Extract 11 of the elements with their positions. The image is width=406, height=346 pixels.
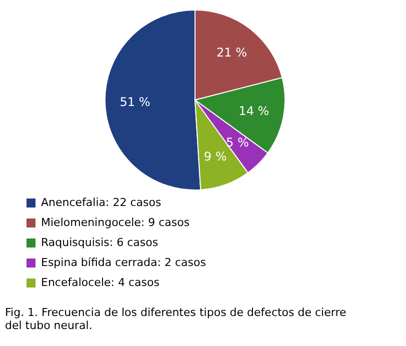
legend-label: Espina bífida cerrada: 2 casos [41, 256, 206, 269]
data-label: 14 % [238, 104, 270, 118]
legend-label: Mielomeningocele: 9 casos [41, 216, 190, 229]
legend-label: Anencefalia: 22 casos [41, 196, 162, 209]
data-label: 21 % [216, 46, 248, 60]
legend-label: Encefalocele: 4 casos [41, 276, 160, 289]
data-label: 51 % [120, 94, 150, 109]
data-label: 9 % [204, 149, 227, 164]
data-label: 5 % [226, 135, 249, 150]
legend-label: Raquisquisis: 6 casos [41, 236, 158, 249]
caption: Fig. 1. Frecuencia de los diferentes tipos de defectos de cierre del tubo neural. [5, 306, 346, 332]
